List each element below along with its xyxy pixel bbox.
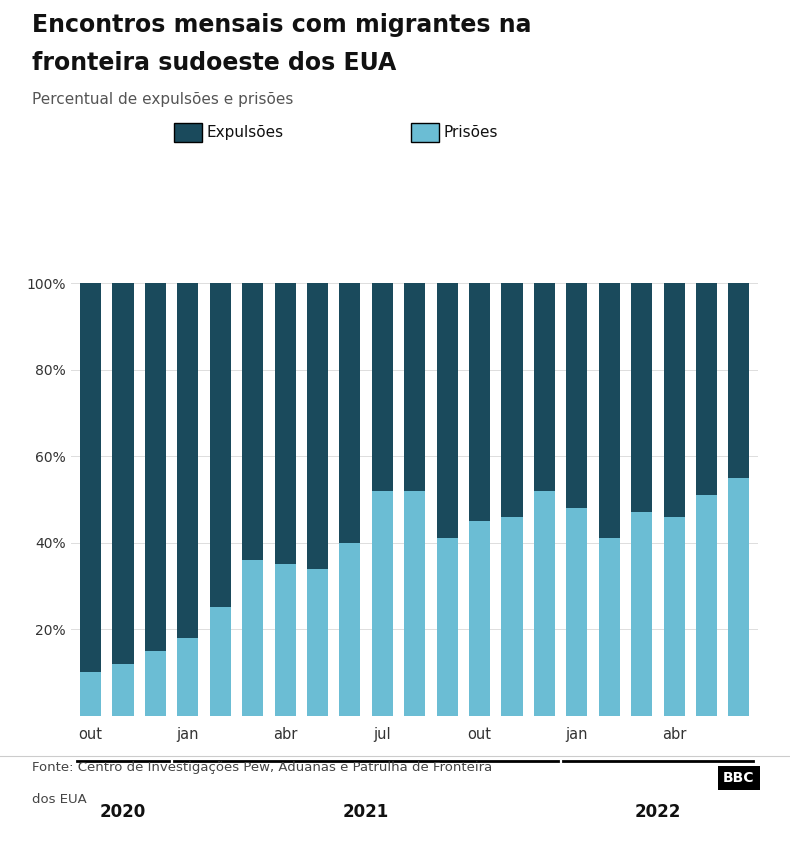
Bar [437,538,457,716]
Bar [177,638,198,716]
Bar [728,283,750,477]
Bar [502,517,522,716]
Bar [566,283,588,508]
Bar [242,283,263,560]
Bar [502,283,522,517]
Bar [307,283,328,568]
Bar [696,495,717,716]
Bar [664,517,685,716]
Bar [372,283,393,491]
Bar [177,283,198,638]
Point [72,711,81,722]
Bar [80,673,101,716]
Bar [145,283,166,650]
Point [748,711,758,722]
Bar [404,491,425,716]
Bar [112,663,134,716]
Bar [469,283,490,521]
Bar [340,542,360,716]
Bar [340,283,360,542]
Text: Expulsões: Expulsões [207,125,284,141]
Bar [80,283,101,673]
Text: Percentual de expulsões e prisões: Percentual de expulsões e prisões [32,92,293,107]
Bar [534,491,555,716]
Bar [209,283,231,608]
Bar [599,283,620,538]
Point [559,711,568,722]
Bar [599,538,620,716]
Point [164,711,174,722]
Text: 2020: 2020 [100,803,146,821]
Bar [437,283,457,538]
Point [169,711,179,722]
Text: Encontros mensais com migrantes na: Encontros mensais com migrantes na [32,13,531,37]
Text: 2021: 2021 [343,803,389,821]
Bar [728,477,750,716]
Bar [534,283,555,491]
Bar [696,283,717,495]
Text: dos EUA: dos EUA [32,793,86,806]
Text: BBC: BBC [723,771,754,785]
Bar [209,608,231,716]
Bar [631,512,653,716]
Bar [307,568,328,716]
Bar [566,508,588,716]
Bar [275,283,295,564]
Bar [275,564,295,716]
Text: Fonte: Centro de Investigações Pew, Aduanas e Patrulha de Fronteira: Fonte: Centro de Investigações Pew, Adua… [32,761,492,774]
Bar [112,283,134,663]
Point [554,711,563,722]
Bar [145,650,166,716]
Bar [469,521,490,716]
Bar [242,560,263,716]
Bar [372,491,393,716]
Text: Prisões: Prisões [444,125,498,141]
Bar [664,283,685,517]
Bar [404,283,425,491]
Text: fronteira sudoeste dos EUA: fronteira sudoeste dos EUA [32,51,396,75]
Text: 2022: 2022 [634,803,681,821]
Bar [631,283,653,512]
